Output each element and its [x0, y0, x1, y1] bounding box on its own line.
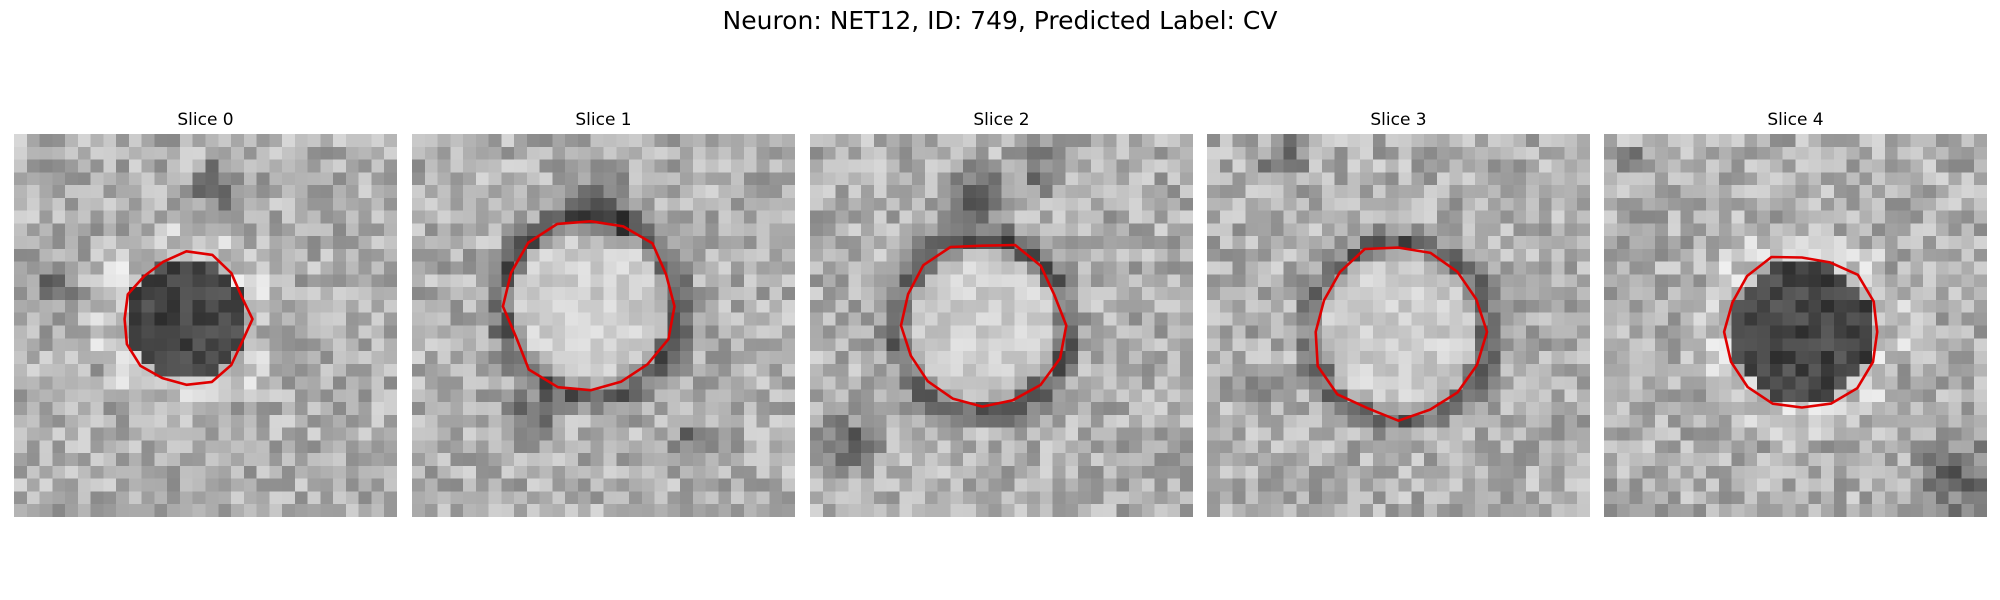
figure-title: Neuron: NET12, ID: 749, Predicted Label:…: [722, 6, 1278, 35]
slice-2-title: Slice 2: [973, 110, 1030, 130]
slice-0-image: [14, 134, 397, 517]
slice-0-title: Slice 0: [177, 110, 234, 130]
slice-4-image: [1604, 134, 1987, 517]
slice-3-title: Slice 3: [1370, 110, 1427, 130]
slice-1-title: Slice 1: [575, 110, 632, 130]
slice-1-image: [412, 134, 795, 517]
slice-4-title: Slice 4: [1767, 110, 1824, 130]
slice-2-image: [810, 134, 1193, 517]
slice-3-image: [1207, 134, 1590, 517]
